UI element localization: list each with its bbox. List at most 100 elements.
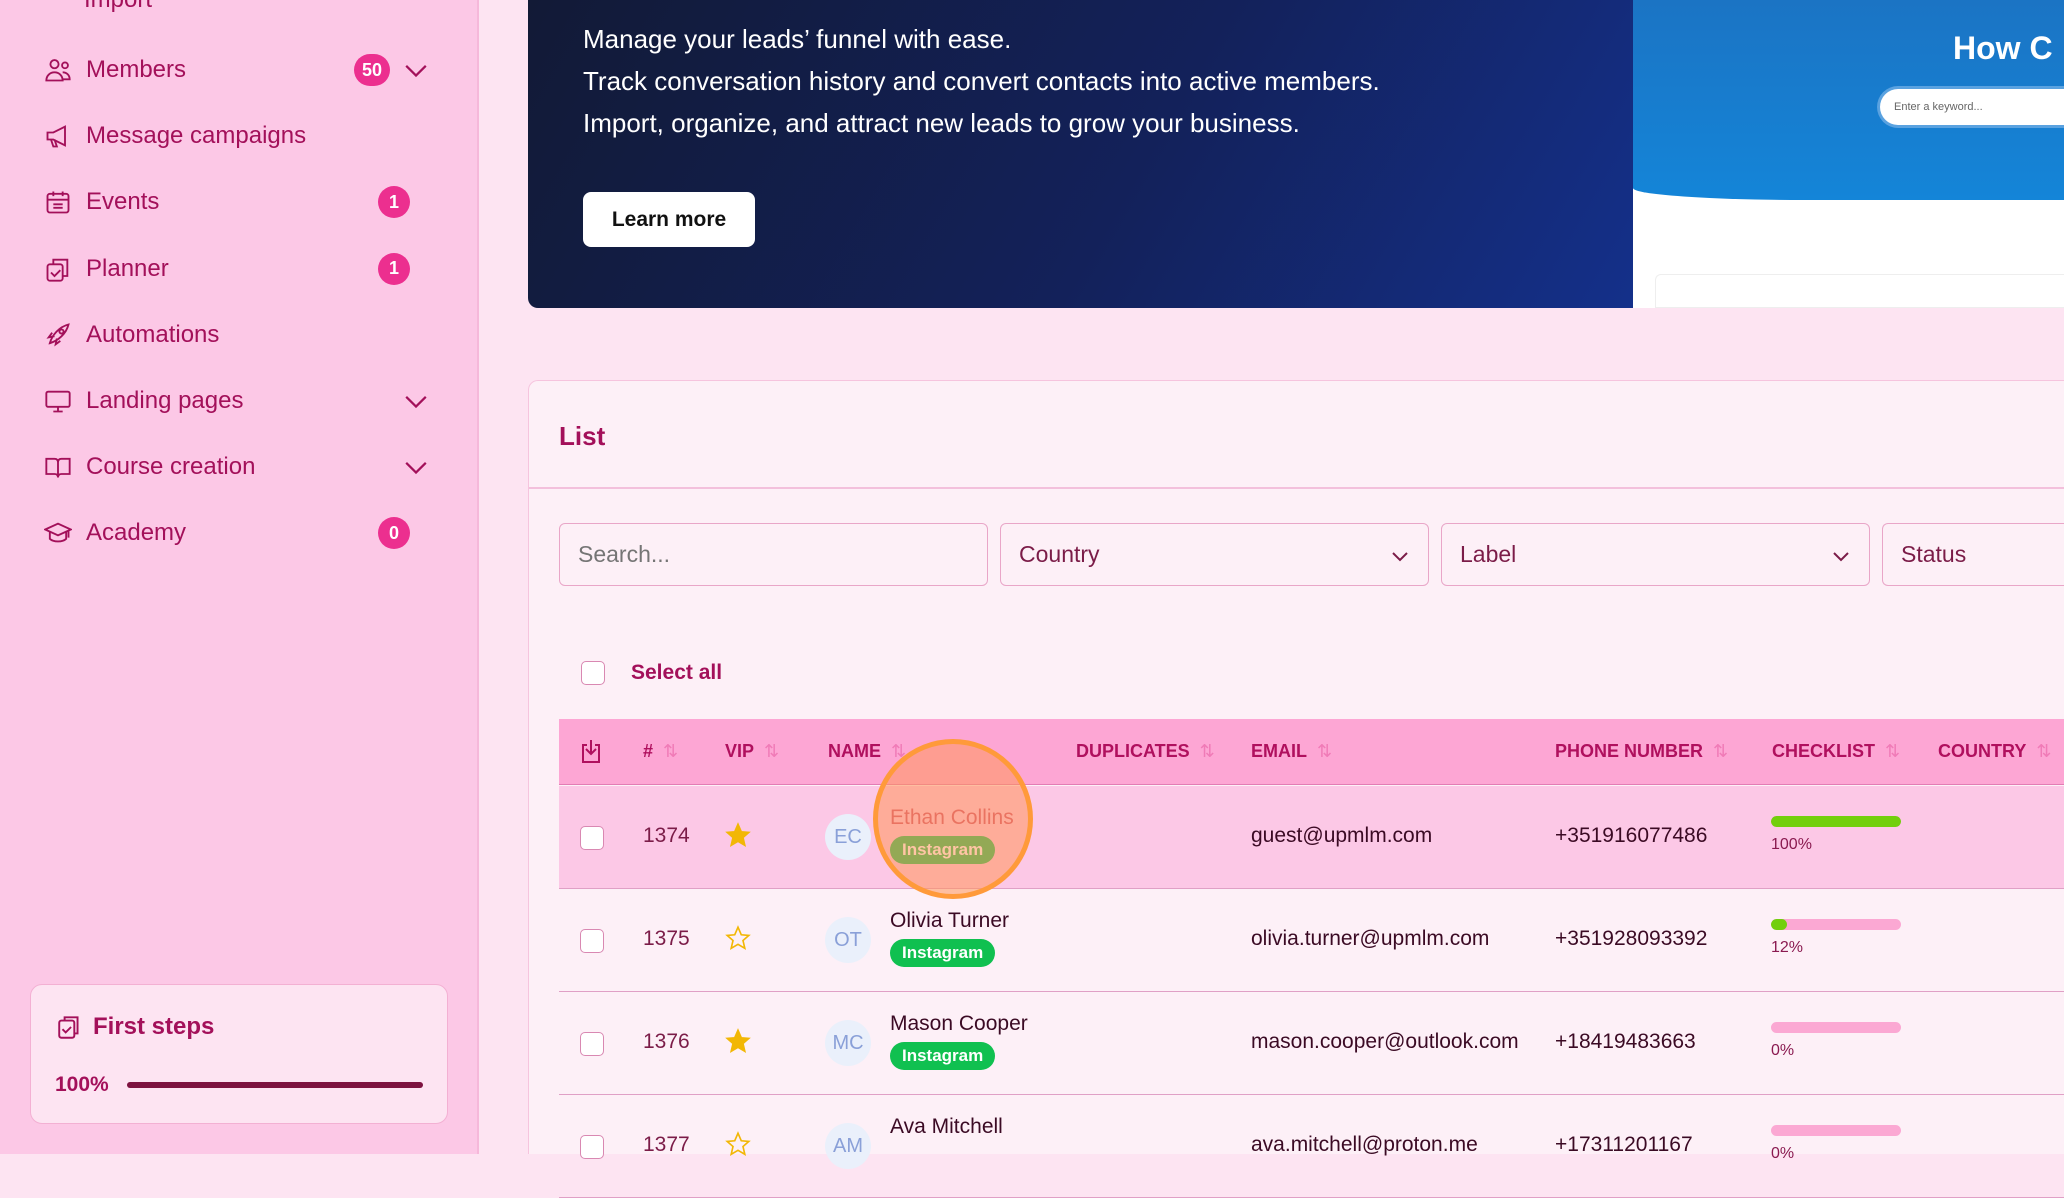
banner-line: Import, organize, and attract new leads … bbox=[583, 108, 1300, 138]
count-badge: 0 bbox=[378, 517, 410, 550]
column-label: DUPLICATES bbox=[1076, 741, 1190, 761]
sidebar-item-academy[interactable]: Academy 0 bbox=[44, 513, 444, 553]
status-select[interactable]: Status bbox=[1882, 523, 2064, 586]
sidebar-item-course-creation[interactable]: Course creation bbox=[44, 447, 444, 487]
checklist-percent: 0% bbox=[1771, 1042, 1795, 1059]
row-id: 1375 bbox=[643, 927, 690, 950]
contact-name[interactable]: Olivia Turner bbox=[890, 909, 1010, 932]
table-row[interactable]: 1374 EC Ethan Collins Instagram guest@up… bbox=[559, 786, 2064, 889]
star-filled-icon[interactable] bbox=[725, 822, 751, 848]
label-select[interactable]: Label bbox=[1441, 523, 1870, 586]
sidebar: Import Members 50 Message campaigns Even… bbox=[0, 0, 479, 1154]
banner-line: Manage your leads’ funnel with ease. bbox=[583, 24, 1012, 54]
sidebar-item-import[interactable]: Import bbox=[84, 0, 152, 14]
first-steps-progress bbox=[127, 1082, 423, 1088]
graduation-cap-icon bbox=[44, 523, 72, 543]
sidebar-item-automations[interactable]: Automations bbox=[44, 315, 444, 355]
click-highlight bbox=[873, 739, 1033, 899]
learn-more-button[interactable]: Learn more bbox=[583, 192, 755, 247]
promo-banner: Manage your leads’ funnel with ease. Tra… bbox=[528, 0, 1633, 308]
column-header[interactable]: COUNTRY ⇅ bbox=[1938, 741, 2051, 762]
avatar: AM bbox=[825, 1123, 871, 1169]
sort-icon[interactable]: ⇅ bbox=[2036, 741, 2052, 761]
row-checkbox[interactable] bbox=[580, 826, 604, 850]
count-badge: 1 bbox=[378, 186, 410, 219]
sort-icon[interactable]: ⇅ bbox=[764, 741, 780, 761]
star-filled-icon[interactable] bbox=[725, 1028, 751, 1054]
calendar-icon bbox=[46, 191, 70, 214]
column-label: VIP bbox=[725, 741, 755, 761]
column-label: NAME bbox=[828, 741, 881, 761]
sort-icon[interactable]: ⇅ bbox=[1885, 741, 1901, 761]
sidebar-item-events[interactable]: Events 1 bbox=[44, 182, 444, 222]
avatar: EC bbox=[825, 814, 871, 860]
first-steps-percent: 100% bbox=[55, 1073, 109, 1096]
sidebar-item-message-campaigns[interactable]: Message campaigns bbox=[44, 116, 444, 156]
checklist-progress bbox=[1771, 1022, 1901, 1033]
sort-icon[interactable]: ⇅ bbox=[1317, 741, 1333, 761]
row-checkbox[interactable] bbox=[580, 1032, 604, 1056]
sort-icon[interactable]: ⇅ bbox=[1199, 741, 1215, 761]
divider bbox=[529, 487, 2064, 489]
column-header[interactable]: CHECKLIST ⇅ bbox=[1772, 741, 1900, 762]
first-steps-card[interactable]: First steps 100% bbox=[30, 984, 448, 1124]
avatar: OT bbox=[825, 917, 871, 963]
sidebar-item-planner[interactable]: Planner 1 bbox=[44, 249, 444, 289]
sort-icon[interactable]: ⇅ bbox=[663, 741, 679, 761]
column-label: COUNTRY bbox=[1938, 741, 2027, 761]
sort-icon[interactable]: ⇅ bbox=[1713, 741, 1729, 761]
table-row[interactable]: 1376 MC Mason Cooper Instagram mason.coo… bbox=[559, 992, 2064, 1095]
sidebar-item-label: Message campaigns bbox=[86, 122, 307, 150]
country-select[interactable]: Country bbox=[1000, 523, 1429, 586]
search-input[interactable] bbox=[559, 523, 988, 586]
column-header[interactable]: DUPLICATES ⇅ bbox=[1076, 741, 1215, 762]
phone-number: +17311201167 bbox=[1555, 1133, 1693, 1156]
phone-number: +18419483663 bbox=[1555, 1030, 1696, 1053]
row-checkbox[interactable] bbox=[580, 1135, 604, 1159]
row-checkbox[interactable] bbox=[580, 929, 604, 953]
download-icon[interactable] bbox=[579, 737, 603, 765]
avatar: MC bbox=[825, 1020, 871, 1066]
chevron-down-icon bbox=[1833, 552, 1849, 562]
table-row[interactable]: 1375 OT Olivia Turner Instagram olivia.t… bbox=[559, 889, 2064, 992]
label-select-value: Label bbox=[1460, 541, 1517, 567]
sidebar-item-members[interactable]: Members 50 bbox=[44, 50, 444, 90]
sidebar-item-label: Members bbox=[86, 56, 187, 83]
sidebar-item-label: Automations bbox=[86, 320, 220, 348]
sidebar-item-label: Academy bbox=[86, 519, 187, 547]
select-all-checkbox[interactable] bbox=[581, 661, 605, 685]
contact-name[interactable]: Ava Mitchell bbox=[890, 1115, 1003, 1138]
contact-name[interactable]: Mason Cooper bbox=[890, 1012, 1028, 1035]
column-header[interactable]: EMAIL ⇅ bbox=[1251, 741, 1332, 762]
chevron-down-icon[interactable] bbox=[402, 387, 430, 415]
select-all-label[interactable]: Select all bbox=[631, 661, 723, 684]
column-header[interactable]: PHONE NUMBER ⇅ bbox=[1555, 741, 1728, 762]
sidebar-item-label: Planner bbox=[86, 254, 169, 282]
checklist-progress bbox=[1771, 816, 1901, 827]
table-row[interactable]: 1377 AM Ava Mitchell ava.mitchell@proton… bbox=[559, 1095, 2064, 1198]
star-outline-icon[interactable] bbox=[725, 1131, 751, 1157]
checklist-progress bbox=[1771, 919, 1901, 930]
chevron-down-icon[interactable] bbox=[402, 453, 430, 481]
checklist-percent: 12% bbox=[1771, 939, 1804, 956]
sidebar-item-landing-pages[interactable]: Landing pages bbox=[44, 381, 444, 421]
chevron-down-icon[interactable] bbox=[402, 56, 430, 84]
list-card: List Country Label Status Select all #⇅V… bbox=[528, 380, 2064, 1198]
row-id: 1374 bbox=[643, 824, 690, 847]
column-label: PHONE NUMBER bbox=[1555, 741, 1704, 761]
table-header: # ⇅ VIP ⇅ NAME ⇅ DUPLICATES ⇅ EMAIL ⇅ PHONE NUMBER… bbox=[559, 719, 2064, 785]
email: guest@upmlm.com bbox=[1251, 824, 1433, 847]
sidebar-item-label: Course creation bbox=[86, 453, 256, 481]
column-label: EMAIL bbox=[1251, 741, 1307, 761]
chevron-down-icon bbox=[1392, 552, 1408, 562]
column-header[interactable]: VIP ⇅ bbox=[725, 741, 779, 762]
column-header[interactable]: NAME ⇅ bbox=[828, 741, 906, 762]
megaphone-icon bbox=[46, 125, 66, 148]
clipboard-check-icon bbox=[58, 1016, 79, 1039]
row-id: 1377 bbox=[643, 1133, 690, 1156]
email: mason.cooper@outlook.com bbox=[1251, 1030, 1519, 1053]
sidebar-item-label: Events bbox=[86, 188, 160, 216]
star-outline-icon[interactable] bbox=[725, 925, 751, 951]
source-tag: Instagram bbox=[890, 1042, 996, 1070]
column-header[interactable]: # ⇅ bbox=[643, 741, 678, 762]
